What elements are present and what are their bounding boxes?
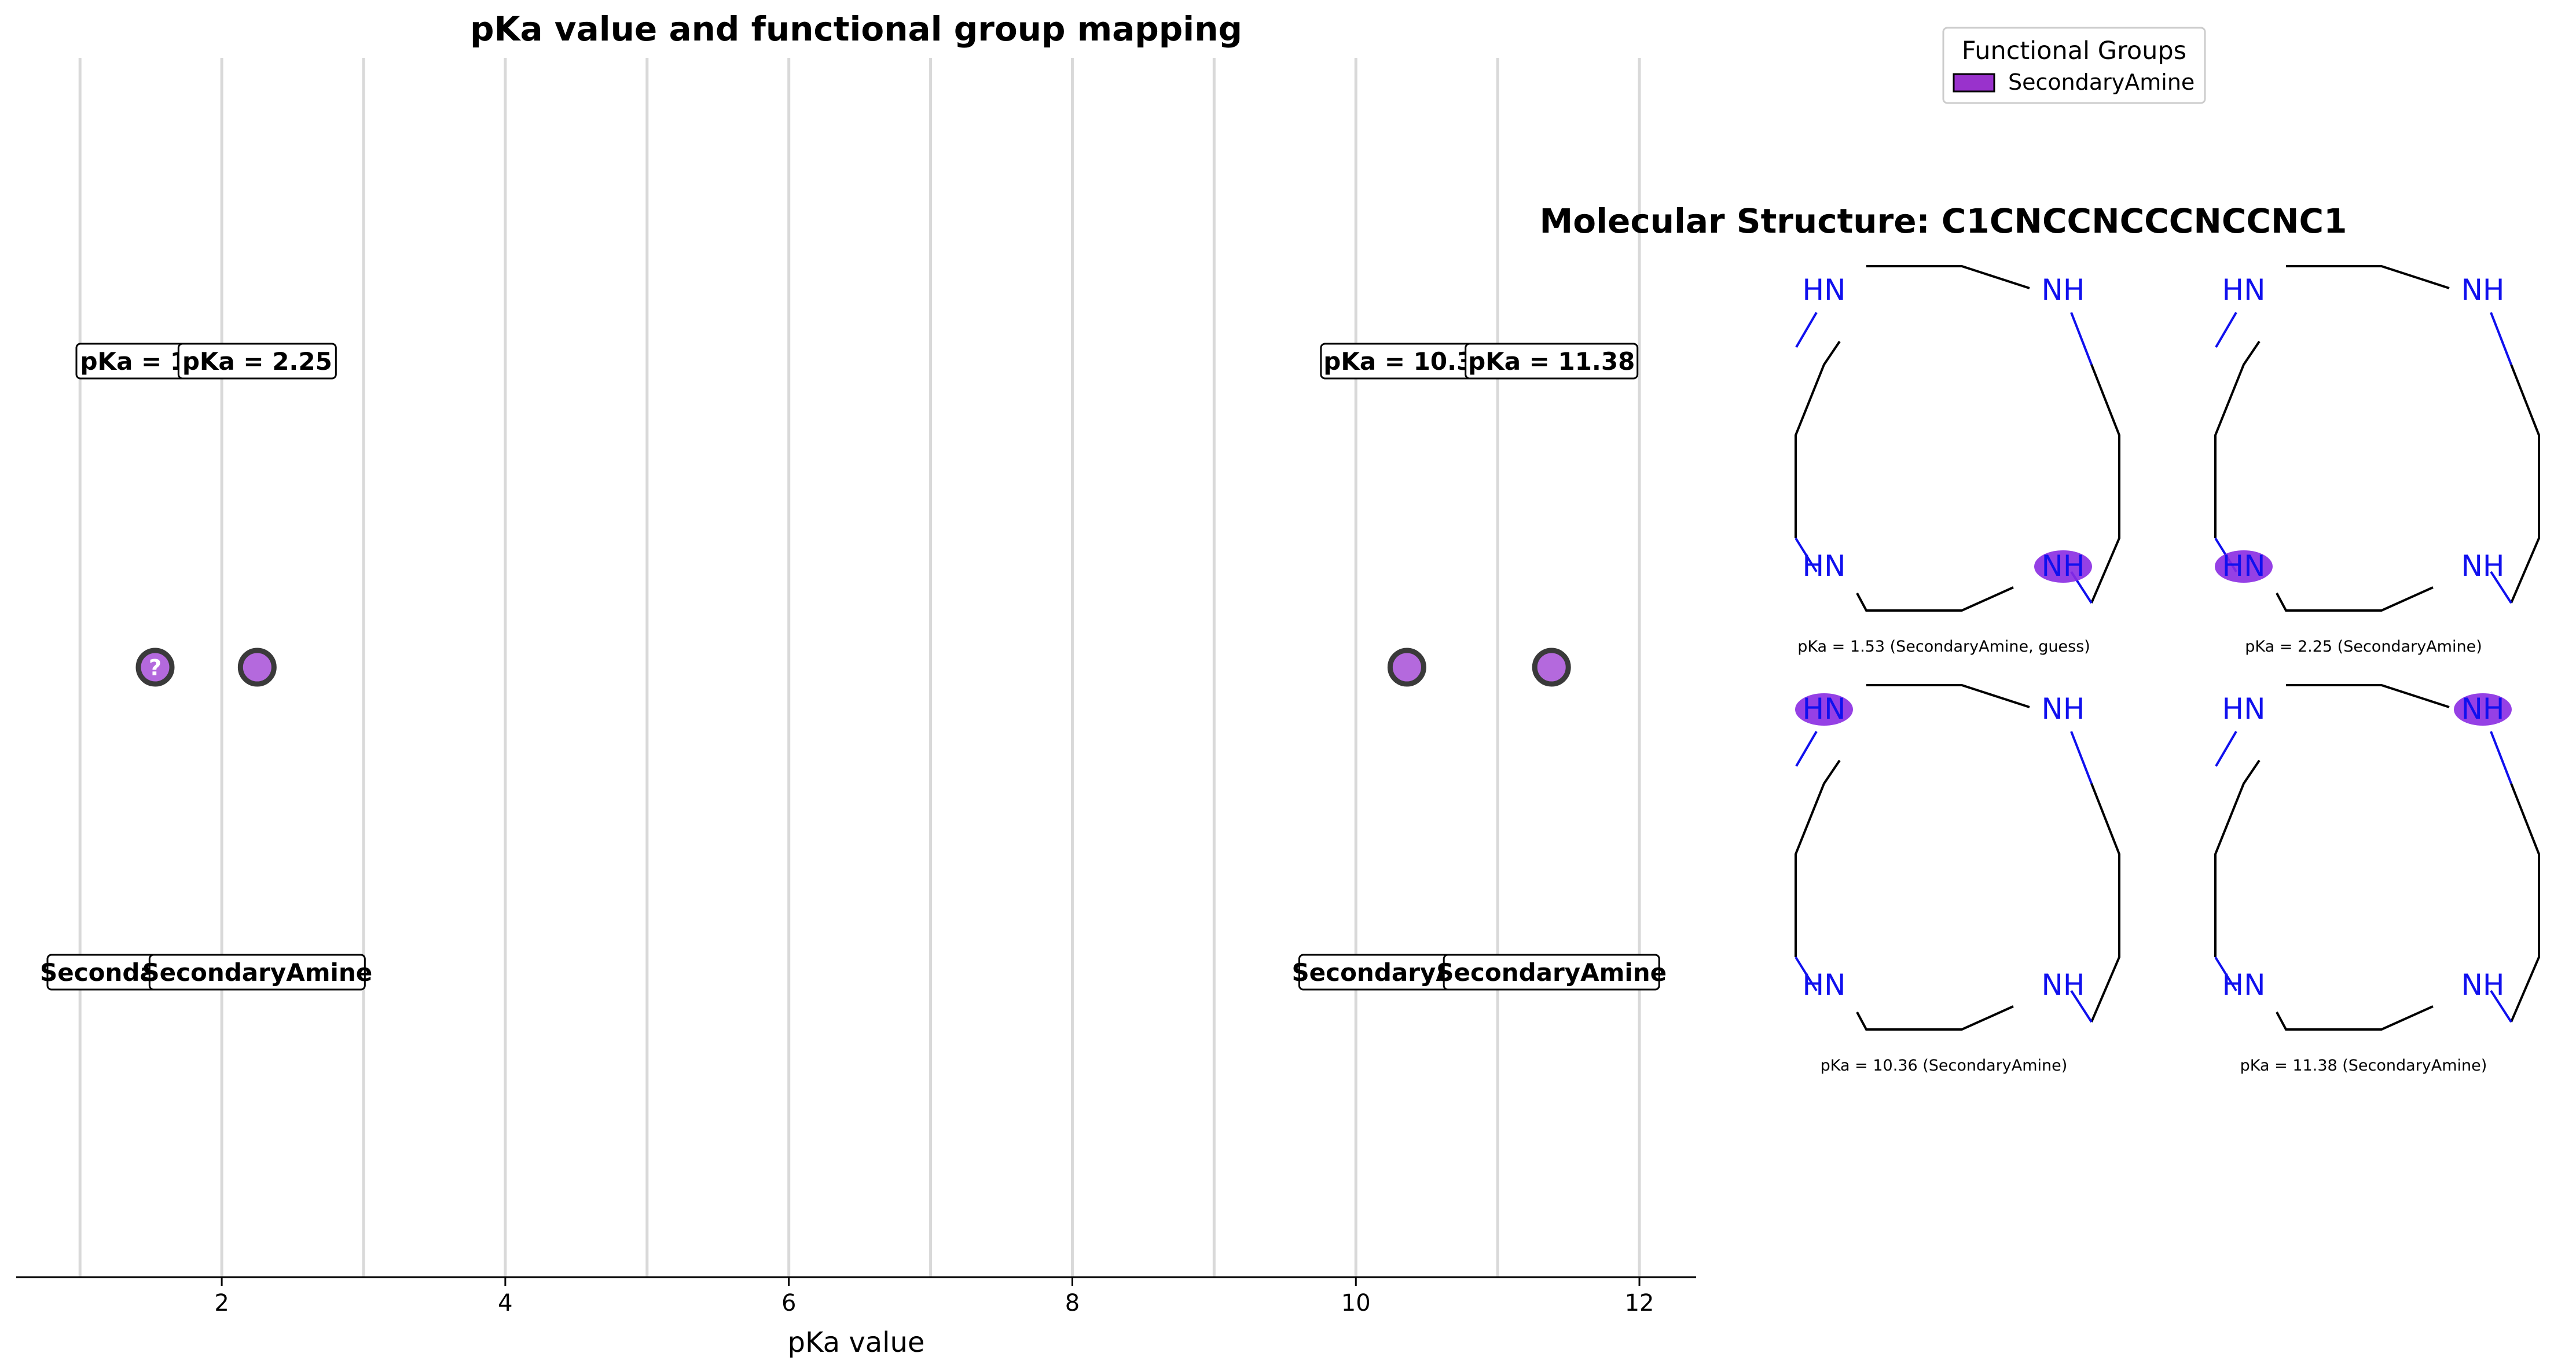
ring-bond [2214,340,2261,538]
x-tick-label: 4 [498,1290,512,1316]
nitrogen-atom-label: NH [2042,968,2085,1002]
n-bond [2214,311,2512,604]
x-tick-label: 6 [781,1290,796,1316]
ring-bond [2286,684,2450,708]
x-tick-label: 10 [1341,1290,1371,1316]
pka-label-text: pKa = 2.25 [182,347,332,376]
nitrogen-atom-label: NH [2042,692,2085,726]
x-tick-label: 2 [214,1290,229,1316]
molecule-caption: pKa = 1.53 (SecondaryAmine, guess) [1797,638,2090,656]
n-bond [1795,311,2093,604]
group-label: SecondaryAmine [142,954,372,991]
ring-bond [1795,759,1841,957]
ring-bond [2286,265,2450,289]
functional-group-highlight [1795,693,1853,726]
nitrogen-atom-label: HN [1803,968,1846,1002]
nitrogen-atom-label: NH [2461,692,2505,726]
nitrogen-atom-label: NH [2461,968,2505,1002]
legend-entry-secondaryamine: SecondaryAmine [2008,69,2195,95]
nitrogen-atom-label: NH [2042,273,2085,307]
ring-bond [1856,1005,2014,1031]
molecule-caption: pKa = 11.38 (SecondaryAmine) [2240,1057,2487,1075]
pka-label: pKa = 10.36 [1320,343,1494,380]
pka-chart: 2 4 6 8 10 12 pKa value and functional group … [16,9,1696,1359]
data-point [1532,648,1571,687]
ring-bond [2510,364,2540,604]
legend: Functional Groups SecondaryAmine [1942,27,2206,104]
ring-bond [2090,364,2120,604]
molecule-caption: pKa = 2.25 (SecondaryAmine) [2245,638,2482,656]
x-axis-ticks: 2 4 6 8 10 12 [214,1277,1654,1316]
ring-bond [1866,265,2030,289]
group-label-box [1443,954,1660,991]
pka-label-box [1465,343,1639,380]
nitrogen-atom-label: HN [1803,273,1846,307]
x-tick-label: 8 [1065,1290,1080,1316]
ring-bond [2090,783,2120,1023]
x-axis-label: pKa value [788,1326,925,1359]
nitrogen-atom-label: HN [1803,549,1846,583]
ring-bond [2510,783,2540,1023]
ring-bond [1856,586,2014,612]
x-tick-label: 12 [1625,1290,1654,1316]
pka-label-text: pKa = 11.38 [1468,347,1635,376]
pka-label: pKa = 11.38 [1465,343,1639,380]
functional-group-highlight [2215,550,2273,583]
pka-label: pKa = 2.25 [177,343,337,380]
n-bond [2214,730,2512,1023]
legend-frame [1942,27,2206,104]
molecule-grid: HN NH HN NH pKa = 1.53 (SecondaryAmine, gues… [1795,265,2540,1075]
molecule-structure: HN NH HN NH pKa = 11.38 (SecondaryAmine) [2214,684,2540,1075]
nitrogen-atom-label: HN [2222,273,2266,307]
guess-marker: ? [149,655,162,681]
legend-swatch-secondaryamine [1953,73,1995,93]
functional-group-highlight [2034,550,2092,583]
ring-bond [1866,684,2030,708]
nitrogen-atom-label: NH [2461,273,2505,307]
data-point [237,648,277,687]
molecule-structure: HN NH HN NH pKa = 1.53 (SecondaryAmine, gues… [1795,265,2120,656]
ring-bond [2214,759,2261,957]
functional-group-highlight [2454,693,2512,726]
nitrogen-atom-label: HN [1803,692,1846,726]
structure-title: Molecular Structure: C1CNCCNCCCNCCNC1 [1540,201,2347,241]
nitrogen-atom-label: HN [2222,968,2266,1002]
molecule-caption: pKa = 10.36 (SecondaryAmine) [1821,1057,2068,1075]
pka-label-box [177,343,337,380]
molecule-structure: HN NH HN NH pKa = 2.25 (SecondaryAmine) [2214,265,2540,656]
nitrogen-atom-label: HN [2222,549,2266,583]
molecule-structure: HN NH HN NH pKa = 10.36 (SecondaryAmine) [1795,684,2120,1075]
nitrogen-atom-label: NH [2042,549,2085,583]
nitrogen-atom-label: NH [2461,549,2505,583]
chart-title: pKa value and functional group mapping [470,9,1242,49]
ring-bond [2276,1005,2434,1031]
ring-bond [2276,586,2434,612]
group-label-text: SecondaryAmine [1436,958,1667,987]
nitrogen-atom-label: HN [2222,692,2266,726]
ring-bond [1795,340,1841,538]
legend-title: Functional Groups [1962,36,2186,65]
group-label-text: SecondaryAmine [142,958,372,987]
data-point [135,648,175,687]
group-label-box [148,954,366,991]
grid-lines [78,58,1641,1277]
pka-label-text: pKa = 10.36 [1323,347,1490,376]
data-point [1387,648,1426,687]
group-label: SecondaryAmine [1436,954,1667,991]
n-bond [1795,730,2093,1023]
